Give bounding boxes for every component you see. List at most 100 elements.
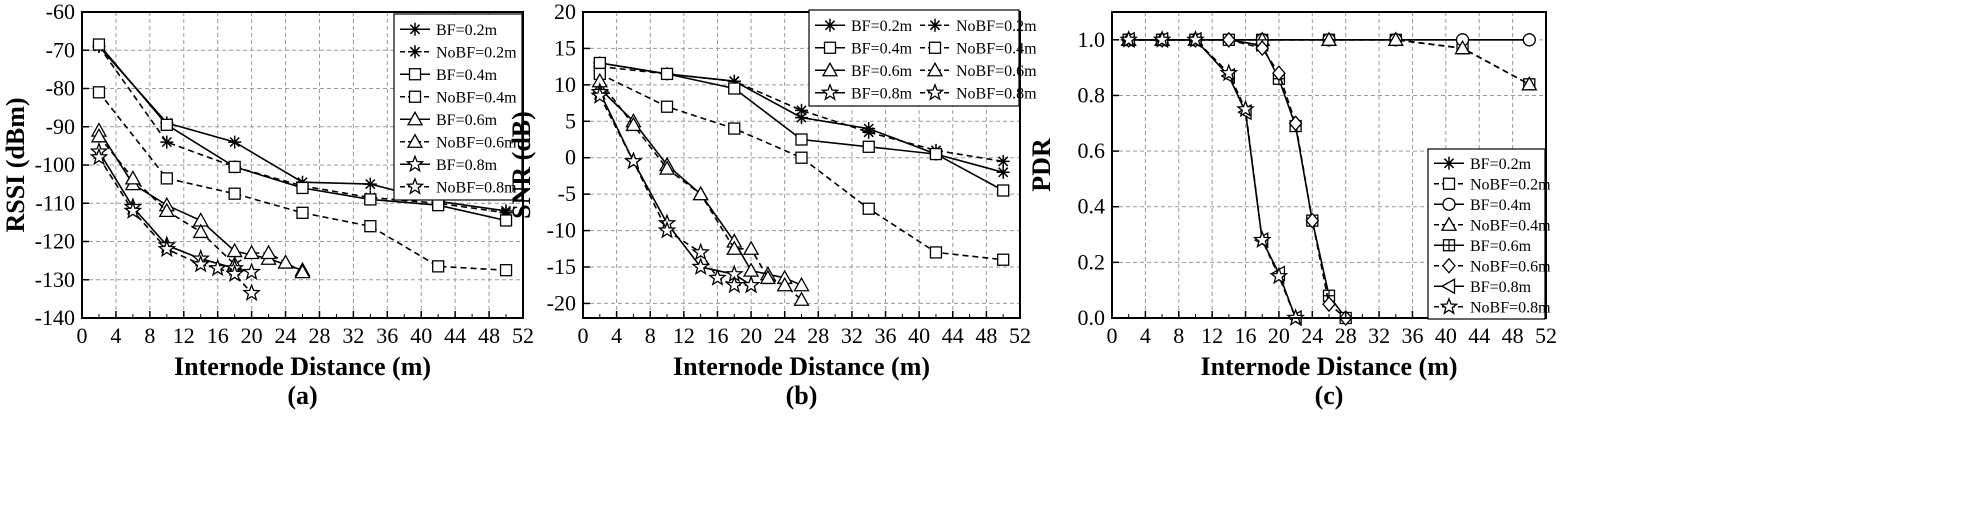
y-tick-label: -60 [46, 0, 75, 24]
data-point [499, 206, 513, 220]
data-point [793, 276, 810, 292]
series-BF=0.4m [593, 56, 1010, 197]
x-tick-label: 44 [1468, 323, 1490, 348]
x-tick-label: 40 [908, 323, 930, 348]
x-tick-label: 24 [774, 323, 796, 348]
legend-marker [406, 133, 424, 148]
data-point [862, 202, 875, 215]
plot-frame [582, 11, 1021, 319]
legend-item: BF=0.6m [400, 110, 498, 129]
data-point [242, 283, 261, 302]
x-tick-label: 52 [1009, 323, 1031, 348]
x-tick-label: 28 [1335, 323, 1357, 348]
data-point [208, 258, 228, 277]
legend-marker [1442, 239, 1456, 252]
x-tick-label: 16 [1235, 323, 1257, 348]
y-tick-label: 0.2 [1078, 249, 1106, 274]
data-point [243, 244, 260, 260]
data-point [862, 140, 875, 153]
y-tick-label: 20 [554, 0, 576, 24]
data-point [228, 135, 242, 149]
legend-item: NoBF=0.4m [400, 89, 517, 106]
x-tick-label: 16 [706, 323, 728, 348]
x-axis-label: Internode Distance (m) [174, 352, 431, 381]
x-axis-label: Internode Distance (m) [1200, 352, 1457, 381]
legend-label: NoBF=0.8m [436, 179, 517, 196]
legend-marker [1442, 156, 1456, 170]
data-point [996, 165, 1010, 179]
legend-label: NoBF=0.4m [436, 89, 517, 106]
data-point [997, 253, 1010, 266]
data-point [795, 111, 808, 125]
legend-marker [926, 61, 944, 77]
y-tick-label: -10 [547, 218, 576, 243]
legend: BF=0.2m NoBF=0.2m BF=0.4m NoBF=0.4m BF=0.6m N… [1427, 148, 1551, 320]
legend-label: BF=0.4m [1470, 197, 1532, 214]
data-point [793, 291, 810, 306]
x-tick-label: 0 [578, 323, 589, 348]
data-point [692, 185, 709, 201]
legend-label: BF=0.2m [1470, 156, 1532, 173]
y-tick-label: 0.6 [1078, 138, 1106, 163]
y-tick-label: -120 [35, 229, 75, 254]
legend-marker [408, 90, 422, 103]
data-point [590, 85, 610, 104]
data-point [657, 220, 677, 239]
legend-label: BF=0.8m [436, 157, 498, 174]
x-tick-label: 24 [1301, 323, 1323, 348]
legend-item: NoBF=0.2m [400, 44, 517, 61]
data-point [660, 100, 674, 113]
x-tick-label: 48 [975, 323, 997, 348]
legend-marker [1440, 216, 1458, 231]
legend-item: NoBF=0.4m [920, 40, 1037, 57]
data-point [160, 118, 173, 131]
x-tick-label: 20 [241, 323, 263, 348]
x-tick-label: 44 [942, 323, 964, 348]
data-point [1152, 29, 1172, 48]
data-point [929, 246, 943, 259]
data-point [1236, 99, 1255, 118]
data-point [1221, 31, 1236, 48]
y-axis-label: RSSI (dBm) [1, 97, 30, 232]
legend-label: NoBF=0.6m [436, 134, 517, 151]
legend-item: NoBF=0.2m [1434, 176, 1551, 193]
data-point [1521, 75, 1538, 91]
data-point [660, 67, 674, 81]
x-tick-label: 40 [1435, 323, 1457, 348]
legend-label: BF=0.4m [436, 67, 498, 84]
legend-marker [1442, 257, 1456, 274]
data-point [1252, 230, 1272, 249]
legend-item: NoBF=0.8m [920, 82, 1037, 102]
y-tick-label: -5 [558, 181, 576, 206]
legend-label: BF=0.6m [851, 63, 913, 80]
legend-label: NoBF=0.2m [956, 18, 1037, 35]
legend: BF=0.2m NoBF=0.2m BF=0.4m NoBF=0.4m BF=0.6m N… [393, 13, 523, 201]
x-tick-label: 36 [1401, 323, 1423, 348]
data-point [1305, 212, 1320, 229]
legend-item: BF=0.6m [1434, 238, 1532, 255]
legend-marker [823, 18, 837, 32]
data-point [242, 262, 261, 281]
data-point [724, 275, 744, 294]
x-tick-label: 52 [1535, 323, 1557, 348]
x-tick-label: 20 [1268, 323, 1290, 348]
data-point [92, 86, 106, 99]
data-point [776, 276, 793, 292]
data-point [741, 275, 761, 294]
y-tick-label: 0 [565, 145, 576, 170]
series-NoBF=0.4m [92, 86, 513, 277]
y-tick-label: -130 [35, 267, 75, 292]
data-point [228, 160, 241, 174]
series-NoBF=0.8m [590, 85, 761, 294]
legend-marker [406, 110, 424, 126]
y-axis-label: PDR [1027, 138, 1056, 192]
legend-label: BF=0.2m [436, 22, 498, 39]
data-point [1522, 33, 1536, 47]
data-point [624, 151, 643, 170]
data-point [795, 103, 808, 117]
legend-item: NoBF=0.8m [400, 176, 517, 196]
legend-label: BF=0.6m [1470, 238, 1532, 255]
y-tick-label: 0.8 [1078, 82, 1106, 107]
x-tick-label: 0 [77, 323, 88, 348]
x-tick-label: 12 [1201, 323, 1223, 348]
